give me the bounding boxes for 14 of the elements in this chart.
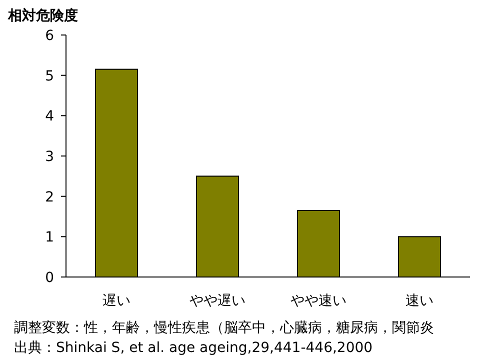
- x-tick-label: 遅い: [102, 293, 130, 309]
- y-tick-label: 2: [45, 189, 54, 206]
- source-note: 出典：Shinkai S, et al. age ageing,29,441-446,2000: [14, 340, 373, 356]
- y-tick-label: 1: [45, 230, 54, 246]
- text: 調整変数：性，年齢，慢性疾患（脳卒中，心臓病，糖尿病，関節炎: [14, 320, 434, 336]
- y-tick-label: 3: [45, 149, 54, 165]
- y-tick-label: 6: [45, 28, 54, 44]
- y-tick-label: 5: [45, 68, 54, 84]
- y-tick-label: 0: [45, 270, 54, 286]
- y-axis-title: 相対危険度: [7, 7, 78, 24]
- x-tick-label: 速い: [406, 293, 434, 309]
- x-tick-label: やや遅い: [190, 293, 246, 309]
- x-tick-label: やや速い: [290, 293, 346, 309]
- y-tick-label: 4: [45, 108, 54, 125]
